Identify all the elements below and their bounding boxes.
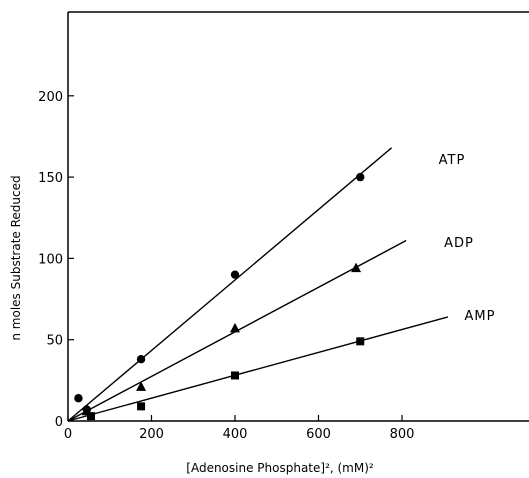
x-tick-label: 200 [139, 427, 164, 442]
fit-lines [67, 147, 449, 422]
adp-point [351, 262, 362, 273]
fit-line-atp [67, 147, 393, 422]
y-tick-label: 150 [38, 171, 63, 186]
y-tick-label: 50 [46, 334, 63, 349]
ticks: 0 200 400 600 800 0 50 100 150 200 [38, 90, 414, 442]
x-tick-label: 0 [64, 427, 72, 442]
adp-point [136, 381, 147, 391]
amp-point [137, 402, 146, 411]
series-label-adp: ADP [444, 236, 474, 251]
markers [74, 172, 365, 421]
y-tick-label: 200 [38, 90, 63, 105]
atp-point [356, 172, 365, 182]
atp-point [136, 355, 146, 364]
amp-point [231, 371, 239, 380]
y-tick-label: 100 [38, 252, 63, 267]
atp-point [230, 270, 240, 279]
axes [67, 11, 529, 422]
x-axis-title: [Adenosine Phosphate]², (mM)² [186, 461, 374, 475]
series-labels: ATP ADP AMP [439, 153, 496, 324]
amp-point [356, 337, 365, 346]
fit-line-amp [67, 316, 449, 422]
y-axis-title: n moles Substrate Reduced [9, 175, 23, 340]
x-tick-label: 400 [223, 427, 248, 442]
adp-point [230, 322, 240, 333]
amp-point [86, 412, 95, 421]
series-label-atp: ATP [439, 153, 466, 168]
y-tick-label: 0 [55, 415, 63, 430]
x-tick-label: 600 [306, 427, 331, 442]
x-tick-label: 800 [390, 427, 415, 442]
series-label-amp: AMP [465, 309, 496, 324]
atp-point [74, 394, 83, 403]
